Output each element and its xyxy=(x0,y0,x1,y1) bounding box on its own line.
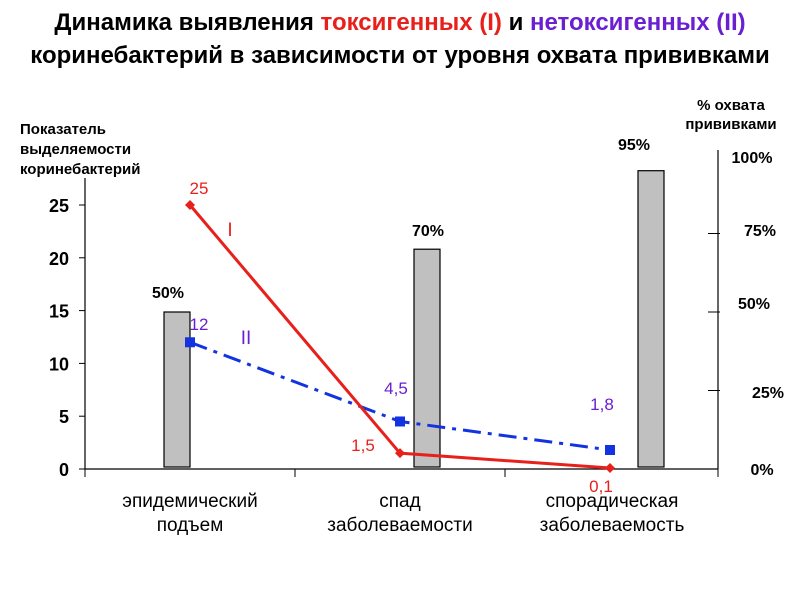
y-right-axis-label: % охвата xyxy=(697,97,765,114)
bar xyxy=(413,248,441,468)
category-label: спорадическая xyxy=(546,491,679,512)
y-right-tick-label: 25% xyxy=(752,385,784,402)
bar-label: 95% xyxy=(618,137,650,154)
series-I-data-label: 1,5 xyxy=(351,436,375,455)
series-II-name: II xyxy=(241,328,252,349)
bars xyxy=(163,170,665,468)
y-left-tick-label: 10 xyxy=(49,354,69,374)
category-label: подъем xyxy=(157,515,224,536)
series-II-marker xyxy=(185,337,195,348)
y-left-tick-label: 0 xyxy=(59,460,69,480)
title-part-1: Динамика выявления xyxy=(54,9,321,36)
series-I-data-label: 25 xyxy=(190,179,209,198)
series-I-marker xyxy=(395,448,405,459)
y-left-tick-label: 5 xyxy=(59,407,69,427)
bar xyxy=(163,311,191,468)
y-right-axis-label: прививками xyxy=(685,116,776,133)
series-lines xyxy=(185,200,615,473)
labels: 0 5 10 15 20 25 0% 25% 50% 75% 100% Показатель выдел… xyxy=(20,97,784,536)
series-II-data-label: 12 xyxy=(190,315,209,334)
series-II-marker xyxy=(395,416,405,427)
series-II-marker xyxy=(605,444,615,455)
series-I-data-label: 0,1 xyxy=(589,477,613,496)
y-left-tick-label: 25 xyxy=(49,196,69,216)
category-label: спад xyxy=(379,491,420,512)
title-line-1: Динамика выявления токсигенных (I) и нет… xyxy=(0,6,800,39)
title-toxigenic: токсигенных (I) xyxy=(320,9,502,36)
series-II-data-label: 4,5 xyxy=(384,379,408,398)
chart-title: Динамика выявления токсигенных (I) и нет… xyxy=(0,6,800,72)
bar xyxy=(637,170,665,468)
series-I-marker xyxy=(605,462,615,473)
y-left-axis-label: выделяемости xyxy=(20,141,131,158)
series-I-name: I xyxy=(227,220,232,241)
series-line-I xyxy=(188,204,611,470)
y-left-axis-label: коринебактерий xyxy=(20,161,140,178)
bar-label: 70% xyxy=(412,223,444,240)
title-line-2: коринебактерий в зависимости от уровня о… xyxy=(30,42,770,69)
y-right-tick-label: 100% xyxy=(732,150,773,167)
category-label: заболеваемости xyxy=(327,515,472,536)
series-II-data-label: 1,8 xyxy=(590,395,614,414)
title-part-2: и xyxy=(501,9,531,36)
y-left-tick-label: 20 xyxy=(49,249,69,269)
category-label: эпидемический xyxy=(122,491,257,512)
title-nontoxigenic: нетоксигенных (II) xyxy=(530,9,746,36)
y-left-axis-label: Показатель xyxy=(20,121,106,138)
y-right-tick-label: 75% xyxy=(744,223,776,240)
bar-label: 50% xyxy=(152,285,184,302)
category-label: заболеваемость xyxy=(540,515,685,536)
y-right-tick-label: 0% xyxy=(750,462,773,479)
series-I-marker xyxy=(185,200,195,210)
y-right-tick-label: 50% xyxy=(738,296,770,313)
y-left-tick-label: 15 xyxy=(49,302,69,322)
